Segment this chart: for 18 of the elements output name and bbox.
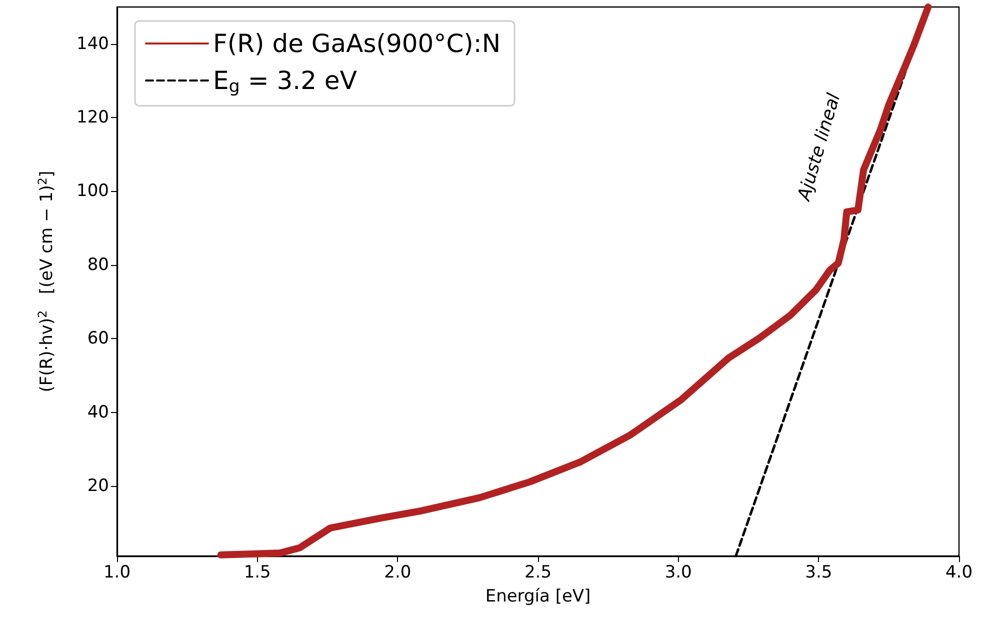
x-tick-label: 1.5 — [244, 562, 271, 582]
annotation: Ajuste lineal — [793, 91, 845, 204]
y-tick-label: 20 — [87, 476, 109, 496]
y-tick-label: 80 — [87, 254, 109, 275]
y-tick-label: 40 — [87, 402, 109, 422]
x-tick-label: 3.5 — [805, 562, 832, 582]
x-tick-label: 3.0 — [664, 562, 692, 582]
y-tick-label: 60 — [87, 328, 109, 349]
y-tick-label: 120 — [76, 108, 109, 128]
x-tick-label: 2.0 — [384, 562, 412, 582]
x-tick-label: 1.0 — [103, 562, 131, 582]
y-tick-label: 140 — [76, 34, 109, 54]
x-tick-label: 4.0 — [945, 562, 973, 582]
y-tick-label: 100 — [76, 181, 109, 202]
legend-label: F(R) de GaAs(900°C):N — [213, 29, 501, 58]
text: (F(R)·hv)2 [(eV cm − 1)2] — [36, 170, 57, 392]
x-tick-label: 2.5 — [524, 562, 552, 582]
x-axis-title: Energía [eV] — [485, 586, 591, 606]
